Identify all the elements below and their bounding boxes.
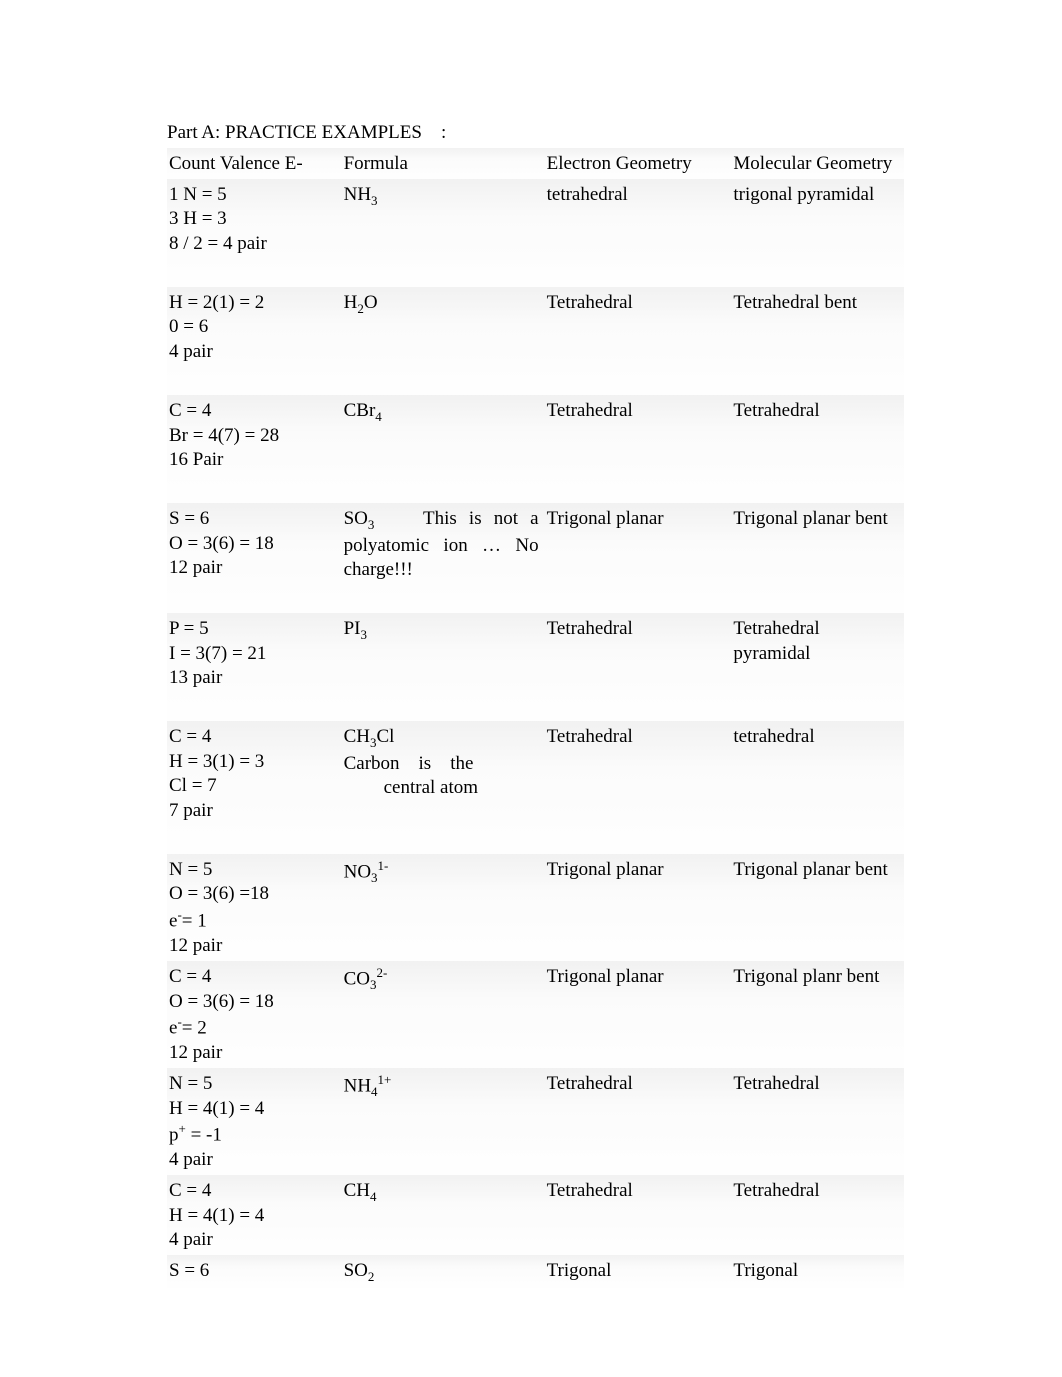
cell-count: 1 N = 53 H = 38 / 2 = 4 pair bbox=[167, 179, 342, 287]
cell-molecular-geometry: Trigonal planar bent bbox=[731, 503, 904, 613]
cell-electron-geometry: Trigonal planar bbox=[545, 961, 732, 1068]
cell-molecular-geometry: Tetrahedral bbox=[731, 395, 904, 503]
geometry-table: Count Valence E- Formula Electron Geomet… bbox=[167, 148, 904, 1288]
cell-molecular-geometry: tetrahedral bbox=[731, 721, 904, 854]
cell-formula: H2O bbox=[342, 287, 545, 395]
table-row: S = 6O = 3(6) = 1812 pairSO3 This is not… bbox=[167, 503, 904, 613]
cell-formula: PI3 bbox=[342, 613, 545, 721]
cell-count: C = 4H = 4(1) = 44 pair bbox=[167, 1175, 342, 1255]
cell-electron-geometry: Tetrahedral bbox=[545, 1175, 732, 1255]
cell-molecular-geometry: Tetrahedral bent bbox=[731, 287, 904, 395]
cell-molecular-geometry: Trigonal planr bent bbox=[731, 961, 904, 1068]
table-header-row: Count Valence E- Formula Electron Geomet… bbox=[167, 148, 904, 179]
cell-electron-geometry: Tetrahedral bbox=[545, 721, 732, 854]
header-formula: Formula bbox=[342, 148, 545, 179]
header-egeom: Electron Geometry bbox=[545, 148, 732, 179]
page-title: Part A: PRACTICE EXAMPLES : bbox=[167, 122, 904, 144]
table-row: C = 4O = 3(6) = 18e-= 212 pairCO32-Trigo… bbox=[167, 961, 904, 1068]
table-row: C = 4Br = 4(7) = 2816 PairCBr4Tetrahedra… bbox=[167, 395, 904, 503]
header-mgeom: Molecular Geometry bbox=[731, 148, 904, 179]
cell-count: C = 4Br = 4(7) = 2816 Pair bbox=[167, 395, 342, 503]
cell-count: C = 4H = 3(1) = 3Cl = 77 pair bbox=[167, 721, 342, 854]
cell-count: H = 2(1) = 20 = 64 pair bbox=[167, 287, 342, 395]
cell-formula: NH41+ bbox=[342, 1068, 545, 1175]
cell-molecular-geometry: Trigonal planar bent bbox=[731, 854, 904, 961]
cell-formula: SO3 This is not a polyatomic ion … No ch… bbox=[342, 503, 545, 613]
cell-count: C = 4O = 3(6) = 18e-= 212 pair bbox=[167, 961, 342, 1068]
cell-formula: CBr4 bbox=[342, 395, 545, 503]
cell-electron-geometry: Tetrahedral bbox=[545, 613, 732, 721]
cell-formula: SO2 bbox=[342, 1255, 545, 1288]
cell-electron-geometry: Tetrahedral bbox=[545, 1068, 732, 1175]
cell-formula: CH3ClCarbon is thecentral atom bbox=[342, 721, 545, 854]
table-row: S = 6SO2TrigonalTrigonal bbox=[167, 1255, 904, 1288]
cell-formula: CO32- bbox=[342, 961, 545, 1068]
cell-electron-geometry: Tetrahedral bbox=[545, 395, 732, 503]
cell-electron-geometry: Trigonal planar bbox=[545, 854, 732, 961]
table-row: C = 4H = 4(1) = 44 pairCH4TetrahedralTet… bbox=[167, 1175, 904, 1255]
cell-formula: NH3 bbox=[342, 179, 545, 287]
cell-count: S = 6 bbox=[167, 1255, 342, 1288]
table-row: N = 5O = 3(6) =18e-= 112 pairNO31-Trigon… bbox=[167, 854, 904, 961]
cell-electron-geometry: Trigonal bbox=[545, 1255, 732, 1288]
cell-count: N = 5O = 3(6) =18e-= 112 pair bbox=[167, 854, 342, 961]
cell-formula: NO31- bbox=[342, 854, 545, 961]
table-row: P = 5I = 3(7) = 2113 pairPI3TetrahedralT… bbox=[167, 613, 904, 721]
cell-count: P = 5I = 3(7) = 2113 pair bbox=[167, 613, 342, 721]
header-count: Count Valence E- bbox=[167, 148, 342, 179]
cell-count: S = 6O = 3(6) = 1812 pair bbox=[167, 503, 342, 613]
cell-electron-geometry: Tetrahedral bbox=[545, 287, 732, 395]
cell-molecular-geometry: trigonal pyramidal bbox=[731, 179, 904, 287]
cell-electron-geometry: Trigonal planar bbox=[545, 503, 732, 613]
cell-molecular-geometry: Tetrahedral bbox=[731, 1175, 904, 1255]
cell-count: N = 5H = 4(1) = 4p+ = -14 pair bbox=[167, 1068, 342, 1175]
table-row: C = 4H = 3(1) = 3Cl = 77 pairCH3ClCarbon… bbox=[167, 721, 904, 854]
cell-molecular-geometry: Trigonal bbox=[731, 1255, 904, 1288]
cell-electron-geometry: tetrahedral bbox=[545, 179, 732, 287]
cell-formula: CH4 bbox=[342, 1175, 545, 1255]
table-row: N = 5H = 4(1) = 4p+ = -14 pairNH41+Tetra… bbox=[167, 1068, 904, 1175]
cell-molecular-geometry: Tetrahedral bbox=[731, 1068, 904, 1175]
table-row: 1 N = 53 H = 38 / 2 = 4 pairNH3tetrahedr… bbox=[167, 179, 904, 287]
table-row: H = 2(1) = 20 = 64 pairH2OTetrahedralTet… bbox=[167, 287, 904, 395]
cell-molecular-geometry: Tetrahedral pyramidal bbox=[731, 613, 904, 721]
